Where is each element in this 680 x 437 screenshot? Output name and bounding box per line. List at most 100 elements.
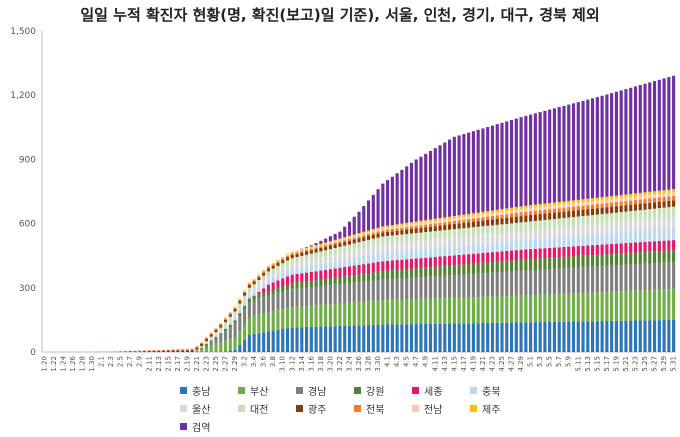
bar-segment (472, 227, 475, 235)
bar-segment (300, 273, 303, 282)
bar-segment (434, 276, 437, 298)
bar-segment (601, 266, 604, 292)
bar-segment (448, 217, 451, 219)
bar-segment (520, 240, 523, 250)
bar-segment (438, 266, 441, 276)
bar-segment (500, 251, 503, 261)
bar-segment (553, 202, 556, 205)
bar-segment (257, 276, 260, 277)
bar-segment (438, 239, 441, 248)
bar-segment (448, 140, 451, 217)
bar-segment (515, 207, 518, 210)
bar-segment (143, 351, 146, 352)
bar-segment (310, 248, 313, 249)
bar-segment (505, 261, 508, 272)
bar-segment (376, 325, 379, 352)
bar-segment (634, 211, 637, 221)
bar-segment (591, 198, 594, 201)
bar-segment (615, 265, 618, 291)
bar-segment (653, 251, 656, 263)
bar-segment (605, 203, 608, 207)
bar-segment (329, 244, 332, 246)
bar-segment (229, 313, 232, 314)
bar-segment (448, 238, 451, 247)
x-tick-label: 4.3 (393, 356, 401, 367)
bar-segment (372, 233, 375, 235)
bar-segment (305, 287, 308, 306)
bar-segment (648, 290, 651, 320)
x-tick-label: 5.29 (660, 356, 668, 372)
bar-segment (319, 241, 322, 244)
bar-segment (257, 288, 260, 292)
bar-segment (586, 235, 589, 246)
bar-segment (405, 227, 408, 229)
bar-segment (195, 346, 198, 347)
bar-segment (334, 268, 337, 277)
bar-segment (448, 298, 451, 324)
bar-segment (300, 253, 303, 256)
bar-segment (186, 349, 189, 350)
bar-segment (210, 342, 213, 346)
bar-segment (448, 266, 451, 276)
bar-segment (562, 106, 565, 202)
bar-segment (567, 211, 570, 217)
bar-segment (510, 223, 513, 232)
x-tick-label: 1.26 (69, 355, 77, 371)
bar-segment (329, 269, 332, 278)
bar-segment (486, 234, 489, 243)
bar-segment (176, 349, 179, 350)
bar-segment (415, 222, 418, 224)
bar-segment (443, 230, 446, 238)
bar-segment (562, 237, 565, 247)
bar-segment (391, 231, 394, 235)
bar-segment (524, 296, 527, 323)
bar-segment (295, 257, 298, 262)
bar-segment (620, 90, 623, 195)
bar-segment (415, 278, 418, 299)
bar-segment (434, 226, 437, 231)
bar-segment (620, 195, 623, 198)
x-tick-label: 2.25 (212, 356, 220, 372)
bar-segment (348, 222, 351, 236)
bar-segment (291, 254, 294, 256)
bar-segment (243, 292, 246, 293)
bar-segment (367, 263, 370, 273)
bar-segment (596, 215, 599, 224)
bar-segment (262, 314, 265, 333)
bar-segment (581, 225, 584, 235)
bar-segment (658, 320, 661, 352)
bar-segment (348, 251, 351, 258)
bar-segment (639, 196, 642, 200)
bar-segment (524, 231, 527, 240)
bar-segment (300, 327, 303, 352)
x-tick-label: 4.25 (498, 356, 506, 372)
bar-segment (362, 256, 365, 264)
bar-segment (496, 272, 499, 296)
bar-segment (372, 301, 375, 325)
bar-segment (319, 286, 322, 305)
bar-segment (615, 232, 618, 243)
bar-segment (334, 240, 337, 241)
bar-segment (610, 207, 613, 213)
bar-segment (229, 319, 232, 322)
bar-segment (291, 307, 294, 327)
bar-segment (667, 190, 670, 193)
bar-segment (248, 285, 251, 288)
bar-segment (310, 327, 313, 352)
bar-segment (424, 222, 427, 224)
bar-segment (148, 350, 151, 351)
bar-segment (224, 322, 227, 324)
bar-segment (253, 316, 256, 334)
bar-segment (510, 260, 513, 271)
bar-segment (663, 197, 666, 201)
bar-segment (315, 245, 318, 246)
bar-segment (539, 112, 542, 204)
bar-segment (620, 265, 623, 291)
bar-segment (462, 275, 465, 298)
bar-segment (462, 236, 465, 245)
bar-segment (648, 192, 651, 195)
bar-segment (381, 252, 384, 261)
bar-segment (615, 222, 618, 232)
bar-segment (376, 228, 379, 230)
bar-segment (543, 258, 546, 269)
